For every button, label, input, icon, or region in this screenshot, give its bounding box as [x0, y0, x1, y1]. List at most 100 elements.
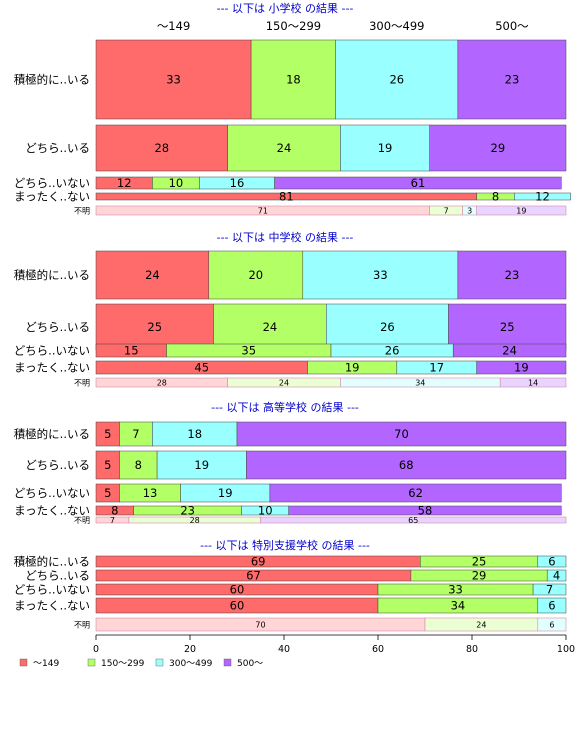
bar-segment	[156, 450, 247, 480]
bar-row: どちら..いない 60 33 7	[14, 583, 567, 597]
bar-segment	[236, 421, 567, 447]
value-label: 26	[380, 320, 395, 334]
x-tick-label: 40	[278, 644, 290, 655]
bar-segment	[429, 124, 567, 172]
value-label: 5	[104, 486, 111, 500]
legend-label: 〜149	[33, 659, 59, 669]
value-label: 19	[218, 486, 233, 500]
value-label: 23	[505, 73, 520, 87]
legend-swatch	[223, 658, 232, 667]
x-tick-label: 20	[184, 644, 196, 655]
row-label: どちら..いる	[25, 569, 90, 583]
value-label: 28	[154, 141, 169, 155]
value-label: 15	[124, 344, 139, 358]
value-label: 13	[143, 486, 158, 500]
row-label: まったく..ない	[14, 599, 90, 613]
row-label: 不明	[74, 207, 90, 216]
row-label: 積極的に..いる	[14, 73, 90, 87]
value-label: 70	[394, 427, 409, 441]
legend-label: 150〜299	[101, 659, 145, 669]
row-label: どちら..いる	[25, 320, 90, 334]
bar-row: 不明 28 24 34 14	[74, 377, 567, 388]
bar-row: どちら..いる 25 24 26 25	[25, 303, 567, 351]
value-label: 12	[117, 176, 132, 190]
bar-segment	[340, 124, 430, 172]
value-label: 5	[104, 427, 111, 441]
value-label: 81	[279, 190, 294, 204]
bar-row: まったく..ない 8 23 10 58	[14, 504, 562, 518]
bar-row: 積極的に..いる 33 18 26 23	[14, 39, 567, 120]
row-label: まったく..ない	[14, 504, 90, 518]
value-label: 33	[166, 73, 181, 87]
bar-row: 不明 70 24 6	[74, 617, 567, 632]
row-label: 不明	[74, 621, 90, 630]
panel-2: --- 以下は 中学校 の結果 --- 積極的に..いる 24 20 33 23 どちら..…	[14, 230, 567, 388]
value-label: 24	[145, 268, 160, 282]
bar-segment	[269, 483, 562, 503]
panel-4: --- 以下は 特別支援学校 の結果 ---積極的に..いる 69 25 6どちら..…	[14, 538, 567, 632]
bar-segment	[476, 205, 567, 216]
row-label: 不明	[74, 516, 90, 525]
value-label: 19	[378, 141, 393, 155]
bar-segment	[119, 421, 153, 447]
value-label: 19	[345, 361, 360, 375]
bar-row: 積極的に..いる 69 25 6	[14, 555, 567, 569]
value-label: 4	[553, 569, 560, 583]
value-label: 33	[448, 583, 463, 597]
row-label: 不明	[74, 379, 90, 388]
value-label: 7	[444, 207, 449, 216]
bar-segment	[95, 39, 252, 120]
value-label: 25	[147, 320, 162, 334]
x-tick-label: 80	[466, 644, 478, 655]
bar-segment	[457, 39, 567, 120]
value-label: 8	[492, 190, 499, 204]
value-label: 62	[408, 486, 423, 500]
legend-swatch	[155, 658, 164, 667]
bar-row: まったく..ない 81 8 12	[14, 190, 571, 204]
x-tick-label: 0	[93, 644, 99, 655]
row-label: まったく..ない	[14, 190, 90, 204]
bar-segment	[260, 516, 567, 524]
bar-segment	[227, 124, 341, 172]
row-label: まったく..ない	[14, 361, 90, 375]
value-label: 17	[429, 361, 444, 375]
legend-entry: 〜149	[19, 658, 59, 669]
row-label: 積極的に..いる	[14, 427, 90, 441]
value-label: 28	[190, 516, 200, 525]
value-label: 3	[467, 207, 472, 216]
value-label: 6	[549, 621, 554, 630]
value-label: 61	[411, 176, 426, 190]
bar-segment	[537, 555, 567, 568]
value-label: 69	[251, 555, 266, 569]
value-label: 24	[263, 320, 278, 334]
value-label: 29	[472, 569, 487, 583]
row-label: 積極的に..いる	[14, 555, 90, 569]
value-label: 28	[157, 379, 167, 388]
value-label: 60	[230, 583, 245, 597]
bar-segment	[326, 303, 449, 351]
bar-segment	[532, 583, 567, 596]
value-label: 68	[399, 458, 414, 472]
legend-entry: 500〜	[223, 658, 263, 669]
value-label: 24	[476, 621, 486, 630]
value-label: 24	[502, 344, 517, 358]
x-axis: 0 20 40 60 80 100	[93, 634, 575, 655]
bar-row: どちら..いない 12 10 16 61	[14, 176, 562, 190]
value-label: 18	[187, 427, 202, 441]
bar-row: 不明 7 28 65	[74, 516, 567, 525]
value-label: 70	[255, 621, 265, 630]
row-label: どちら..いる	[25, 141, 90, 155]
column-header: 300〜499	[369, 19, 424, 33]
value-label: 18	[286, 73, 301, 87]
x-tick-label: 100	[557, 644, 575, 655]
bar-segment	[152, 421, 238, 447]
bar-row: どちら..いない 5 13 19 62	[14, 483, 562, 503]
value-label: 7	[110, 516, 115, 525]
legend-entry: 150〜299	[87, 658, 145, 669]
value-label: 8	[111, 504, 118, 518]
value-label: 10	[169, 176, 184, 190]
value-label: 8	[135, 458, 142, 472]
value-label: 19	[514, 361, 529, 375]
bar-row: どちら..いる 5 8 19 68	[25, 450, 567, 480]
